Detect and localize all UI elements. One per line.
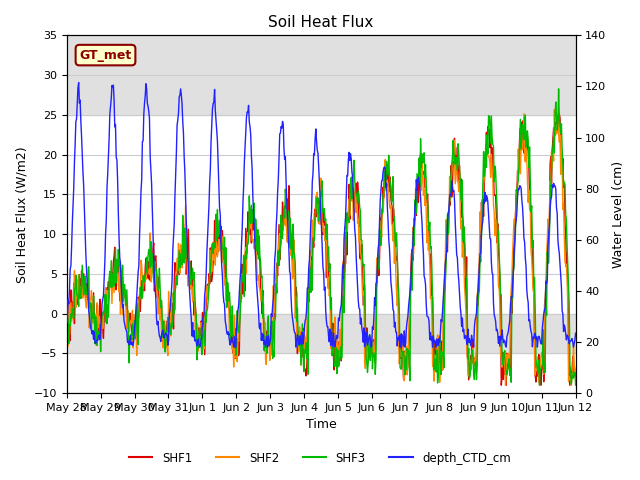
Title: Soil Heat Flux: Soil Heat Flux — [268, 15, 374, 30]
Bar — [67, 313, 575, 353]
Bar — [67, 36, 575, 115]
Y-axis label: Soil Heat Flux (W/m2): Soil Heat Flux (W/m2) — [15, 146, 28, 283]
Legend: SHF1, SHF2, SHF3, depth_CTD_cm: SHF1, SHF2, SHF3, depth_CTD_cm — [124, 447, 516, 469]
Text: GT_met: GT_met — [79, 48, 132, 61]
Y-axis label: Water Level (cm): Water Level (cm) — [612, 161, 625, 268]
X-axis label: Time: Time — [306, 419, 337, 432]
